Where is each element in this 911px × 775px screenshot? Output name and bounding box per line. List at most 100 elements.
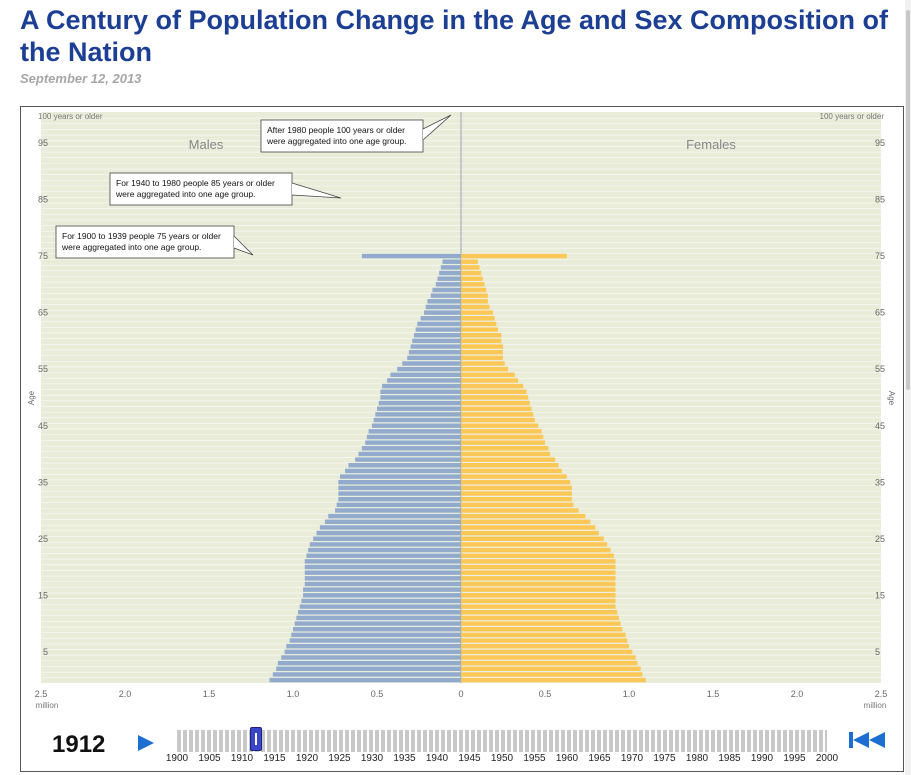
female-bar <box>461 378 519 383</box>
annotation-pointer <box>291 182 342 199</box>
male-bar <box>408 349 461 355</box>
y-tick-right: 65 <box>875 308 885 318</box>
female-bar <box>461 293 488 298</box>
female-bar <box>461 479 571 485</box>
female-bar <box>461 383 524 389</box>
male-bar <box>355 457 461 462</box>
year-slider-track[interactable] <box>177 730 827 752</box>
female-bar <box>461 276 483 281</box>
female-bar <box>461 457 556 462</box>
annotation-text: After 1980 people 100 years or older <box>267 125 405 135</box>
male-bar <box>324 519 461 525</box>
female-bar <box>461 327 498 332</box>
female-bar <box>461 570 616 575</box>
y-tick-left: 5 <box>43 647 48 657</box>
male-bar <box>272 672 461 677</box>
female-bar <box>461 412 534 417</box>
male-bar <box>328 513 461 519</box>
page-title: A Century of Population Change in the Ag… <box>20 5 889 67</box>
year-tick-label: 1900 <box>165 753 189 764</box>
male-bar <box>435 282 461 287</box>
male-bar <box>304 559 461 564</box>
male-bar <box>338 485 461 491</box>
y-tick-left: 55 <box>38 364 48 374</box>
x-tick-label: 2.5 <box>35 689 48 699</box>
male-bar <box>303 593 461 598</box>
page-scrollbar[interactable] <box>905 0 911 775</box>
male-bar <box>304 581 461 587</box>
female-bar <box>461 474 567 479</box>
female-bar <box>461 338 502 344</box>
x-tick-label: 1.0 <box>287 689 300 699</box>
y-tick-left: 95 <box>38 138 48 148</box>
male-bar <box>301 598 461 604</box>
x-unit-right: million <box>864 701 887 710</box>
y-tick-left: 25 <box>38 534 48 544</box>
year-tick-label: 1930 <box>360 753 384 764</box>
female-bar <box>461 282 485 287</box>
play-icon[interactable] <box>138 735 154 751</box>
male-bar <box>313 536 461 541</box>
female-bar <box>461 598 616 604</box>
annotation-text: For 1900 to 1939 people 75 years or olde… <box>62 231 221 241</box>
annotation-box <box>55 225 235 259</box>
male-bar <box>371 423 461 428</box>
female-bar <box>461 677 646 683</box>
female-bar <box>461 259 478 264</box>
male-bar <box>439 270 461 276</box>
male-bar <box>277 660 461 666</box>
male-bar <box>361 253 461 259</box>
year-tick-label: 1925 <box>328 753 351 764</box>
male-bar <box>377 406 461 411</box>
y-tick-left: 45 <box>38 421 48 431</box>
female-bar <box>461 542 608 547</box>
x-tick-label: 1.5 <box>203 689 216 699</box>
male-bar <box>304 570 461 575</box>
female-bar <box>461 519 591 525</box>
male-bar <box>397 366 461 372</box>
y-tick-left: 85 <box>38 195 48 205</box>
year-tick-label: 1945 <box>458 753 481 764</box>
year-tick-label: 1980 <box>685 753 709 764</box>
female-bar <box>461 576 616 581</box>
male-bar <box>289 638 461 643</box>
annotation-box <box>260 119 424 153</box>
y-tick-right: 5 <box>875 647 880 657</box>
y-tick-left: 75 <box>38 251 48 261</box>
publish-date: September 12, 2013 <box>20 71 142 86</box>
male-bar <box>361 446 461 451</box>
female-bar <box>461 610 618 615</box>
female-bar <box>461 638 628 643</box>
male-bar <box>365 440 461 445</box>
annotation-text: were aggregated into one age group. <box>266 136 406 146</box>
male-bar <box>345 468 461 474</box>
y-axis-label-right: Age <box>887 391 896 406</box>
male-bar <box>316 530 461 536</box>
female-bar <box>461 485 572 491</box>
female-bar <box>461 564 616 570</box>
females-label: Females <box>686 137 736 152</box>
female-bar <box>461 395 529 400</box>
female-bar <box>461 299 488 304</box>
male-bar <box>340 474 461 479</box>
female-bar <box>461 468 562 474</box>
female-bar <box>461 508 579 513</box>
x-tick-label: 0.5 <box>371 689 384 699</box>
year-slider-thumb[interactable] <box>250 727 262 751</box>
female-bar <box>461 304 490 310</box>
female-bar <box>461 361 505 366</box>
rewind-to-start-icon[interactable] <box>849 730 889 750</box>
female-bar <box>461 649 633 655</box>
y-tick-right: 35 <box>875 477 885 487</box>
male-bar <box>402 361 461 366</box>
male-bar <box>380 395 461 400</box>
male-bar <box>412 338 461 344</box>
y-tick-left: 65 <box>38 308 48 318</box>
female-bar <box>461 463 559 468</box>
male-bar <box>338 491 461 496</box>
male-bar <box>269 677 461 683</box>
male-bar <box>294 621 461 626</box>
female-bar <box>461 417 535 423</box>
female-bar <box>461 265 480 270</box>
